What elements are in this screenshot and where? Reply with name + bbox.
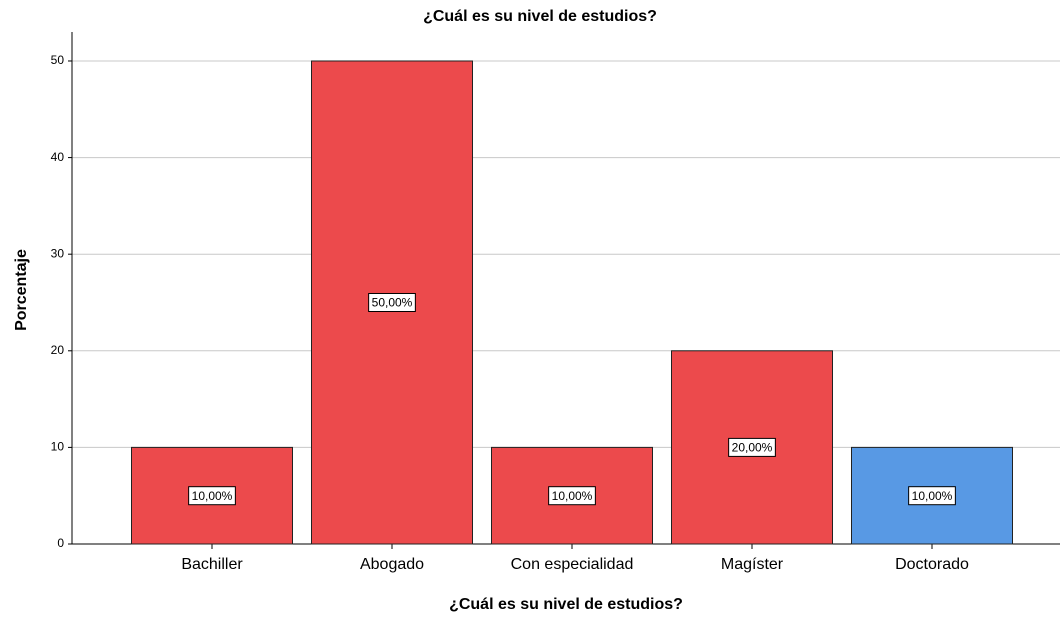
value-label: 20,00% [732, 441, 773, 455]
y-tick-label: 50 [51, 53, 65, 67]
value-label-box [368, 292, 416, 312]
value-label: 10,00% [192, 489, 233, 503]
x-tick-label: Abogado [360, 556, 424, 573]
value-label-box [188, 486, 236, 506]
x-tick-label: Bachiller [181, 556, 243, 573]
y-tick-label: 40 [51, 150, 65, 164]
x-tick-label: Magíster [721, 556, 784, 573]
value-label: 10,00% [552, 489, 593, 503]
chart-title: ¿Cuál es su nivel de estudios? [423, 8, 657, 25]
value-label-box [728, 437, 776, 457]
value-label: 10,00% [912, 489, 953, 503]
y-tick-label: 0 [57, 536, 64, 550]
value-label: 50,00% [372, 296, 413, 310]
y-tick-label: 30 [51, 246, 65, 260]
x-tick-label: Con especialidad [511, 556, 634, 573]
x-axis-title: ¿Cuál es su nivel de estudios? [449, 596, 683, 613]
value-label-box [908, 486, 956, 506]
y-axis-title: Porcentaje [13, 249, 30, 331]
value-label-box [548, 486, 596, 506]
y-tick-label: 10 [51, 440, 65, 454]
x-tick-label: Doctorado [895, 556, 969, 573]
y-tick-label: 20 [51, 343, 65, 357]
